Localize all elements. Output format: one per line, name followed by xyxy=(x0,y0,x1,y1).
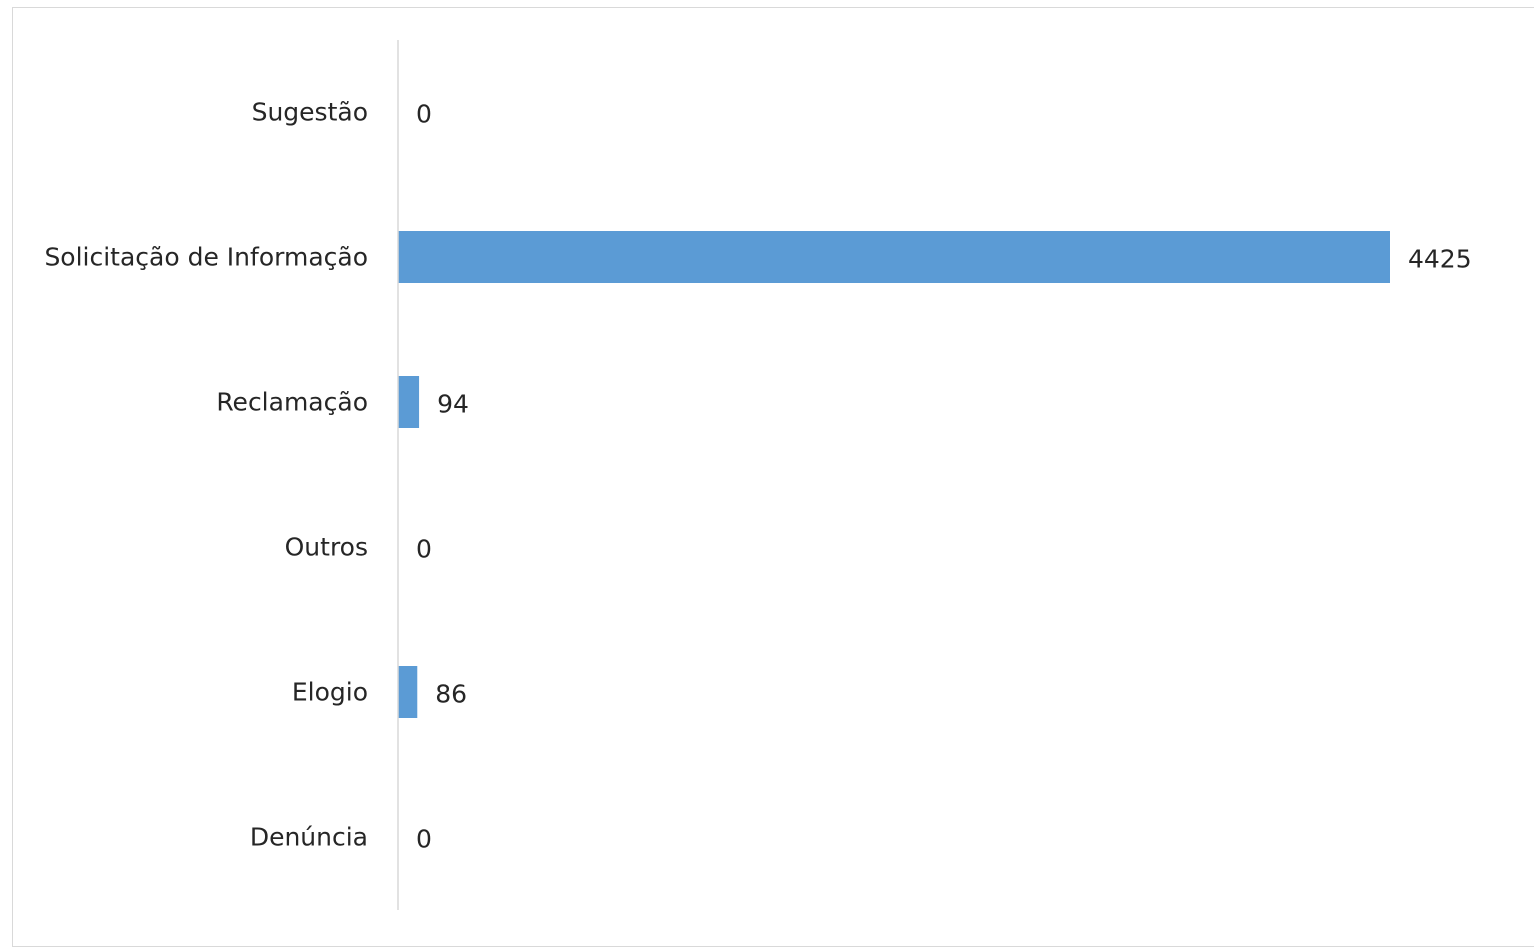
bar-1 xyxy=(398,231,1390,283)
category-label-3: Outros xyxy=(285,533,368,562)
category-label-2: Reclamação xyxy=(216,388,368,417)
value-label-4: 86 xyxy=(435,680,467,709)
value-label-5: 0 xyxy=(416,825,432,854)
value-label-3: 0 xyxy=(416,535,432,564)
value-label-2: 94 xyxy=(437,390,469,419)
bar-4 xyxy=(398,666,418,718)
bars-layer xyxy=(398,231,1390,718)
value-label-0: 0 xyxy=(416,100,432,129)
labels-layer: Sugestão 0 Solicitação de Informação 4425 Re… xyxy=(44,98,1471,854)
chart-frame xyxy=(12,7,1534,947)
bar-2 xyxy=(398,376,420,428)
value-label-1: 4425 xyxy=(1408,245,1472,274)
category-label-5: Denúncia xyxy=(250,823,368,852)
category-label-1: Solicitação de Informação xyxy=(44,243,368,272)
category-label-0: Sugestão xyxy=(252,98,368,127)
category-label-4: Elogio xyxy=(292,678,368,707)
